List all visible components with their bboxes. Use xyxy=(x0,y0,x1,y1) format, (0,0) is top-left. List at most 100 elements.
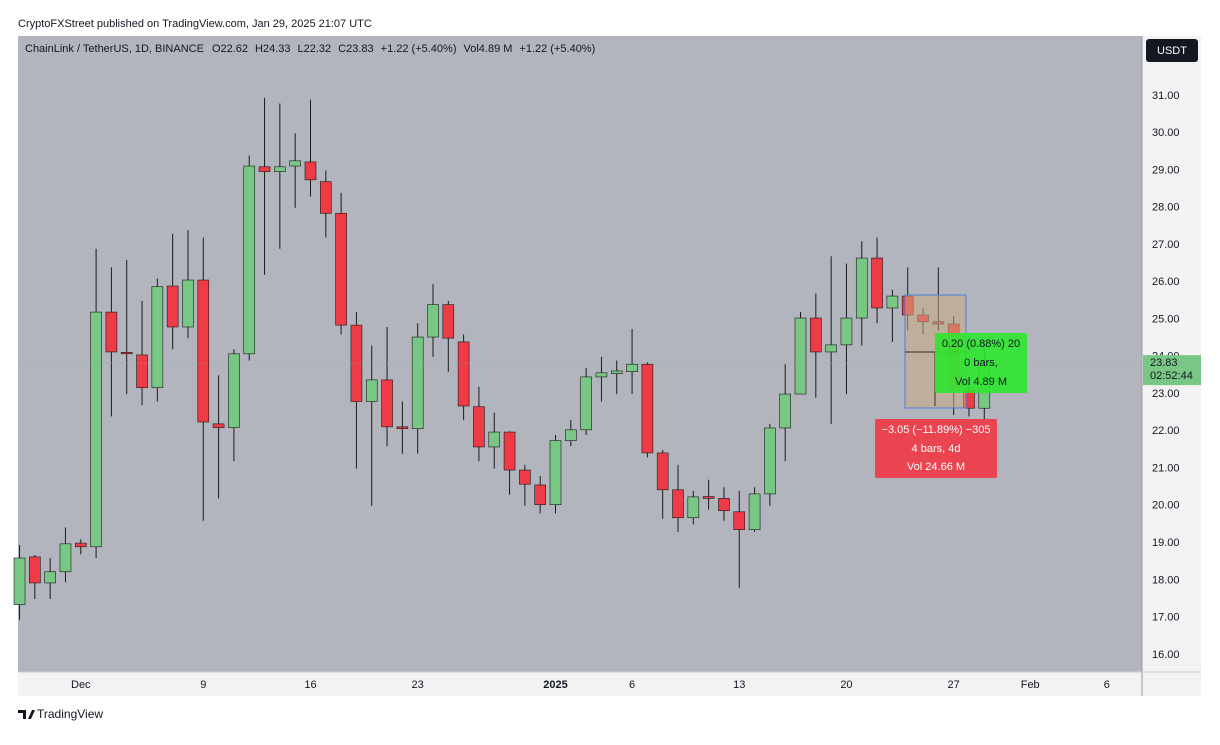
x-tick-label: 20 xyxy=(840,679,852,691)
legend-item: +1.22 (+5.40%) xyxy=(519,43,595,55)
candle-body xyxy=(656,452,669,491)
candle-body xyxy=(197,279,210,423)
x-tick-label: 16 xyxy=(304,679,316,691)
legend-item: L22.32 xyxy=(298,43,332,55)
candle-body xyxy=(534,484,546,506)
candle-body xyxy=(243,165,256,355)
candle-body xyxy=(641,363,654,454)
y-tick-label: 18.00 xyxy=(1152,574,1180,586)
logo-icon xyxy=(18,710,35,719)
candle-body xyxy=(503,431,516,471)
logo: TradingView xyxy=(18,707,103,721)
candle-body xyxy=(626,363,638,372)
candle-body xyxy=(549,440,562,506)
candle-body xyxy=(29,556,41,584)
candle-body xyxy=(74,542,87,548)
candle-body xyxy=(427,304,439,338)
candle-body xyxy=(90,311,102,548)
y-tick-label: 17.00 xyxy=(1152,612,1180,624)
x-tick-label: 27 xyxy=(948,679,960,691)
x-tick-label: 6 xyxy=(1104,679,1110,691)
legend-symbol: ChainLink / TetherUS, 1D, BINANCE xyxy=(25,43,204,55)
candle-body xyxy=(350,324,363,402)
candle-body xyxy=(488,431,501,448)
y-tick-label: 19.00 xyxy=(1152,537,1180,549)
x-tick-label: 6 xyxy=(629,679,635,691)
legend-item: +1.22 (+5.40%) xyxy=(381,43,457,55)
x-tick-label: 9 xyxy=(200,679,206,691)
candle-body xyxy=(212,423,225,428)
y-tick-label: 25.00 xyxy=(1152,313,1180,325)
measure-tool: 0.20 (0.88%) 20 0 bars, Vol 4.89 M −3.05… xyxy=(875,294,1027,478)
candle-body xyxy=(580,376,592,431)
candle-body xyxy=(304,161,317,181)
candle-body xyxy=(595,372,608,378)
candle-body xyxy=(120,352,133,355)
candle-body xyxy=(733,511,746,530)
candle-body xyxy=(274,166,286,172)
y-tick-label: 27.00 xyxy=(1152,239,1180,251)
candle-body xyxy=(871,257,883,309)
candle-body xyxy=(794,317,807,395)
y-tick-label: 22.00 xyxy=(1152,425,1180,437)
x-tick-label: Dec xyxy=(71,679,91,691)
candle-body xyxy=(610,370,623,374)
candle-body xyxy=(136,354,148,389)
candle-body xyxy=(718,498,730,511)
footer: TradingView xyxy=(37,707,103,721)
candle-body xyxy=(44,571,56,584)
x-tick-label: Feb xyxy=(1021,679,1040,691)
price-marker-box xyxy=(1143,355,1201,386)
candle-body xyxy=(411,336,424,430)
candle-body xyxy=(289,160,301,167)
candle-body xyxy=(473,406,485,448)
x-tick-label: 23 xyxy=(412,679,424,691)
legend-item: Vol4.89 M xyxy=(464,43,513,55)
candle-body xyxy=(687,496,700,519)
candle-body xyxy=(182,279,194,328)
candle-body xyxy=(565,429,577,441)
currency-label[interactable]: USDT xyxy=(1157,45,1187,57)
header: CryptoFXStreet published on TradingView.… xyxy=(18,18,372,30)
y-tick-label: 16.00 xyxy=(1152,649,1180,661)
y-tick-label: 23.00 xyxy=(1152,388,1180,400)
candle-body xyxy=(319,181,332,214)
candle-body xyxy=(166,285,179,328)
y-tick-label: 31.00 xyxy=(1152,90,1180,102)
candle-body xyxy=(519,469,531,485)
candle-body xyxy=(886,295,899,309)
measure-up-box xyxy=(935,333,1027,393)
measure-down-box xyxy=(875,419,997,478)
y-tick-label: 26.00 xyxy=(1152,276,1180,288)
candle-body xyxy=(764,427,776,495)
candle-body xyxy=(228,353,240,428)
price-marker-countdown: 02:52:44 xyxy=(1150,370,1193,382)
candle-body xyxy=(105,311,118,353)
candle-body xyxy=(672,489,684,519)
currency-button[interactable] xyxy=(1146,39,1198,62)
legend-item: C23.83 xyxy=(338,43,373,55)
candle-body xyxy=(396,426,409,430)
y-tick-label: 20.00 xyxy=(1152,500,1180,512)
candle-body xyxy=(779,393,791,429)
candle-body xyxy=(748,493,761,530)
legend-item: H24.33 xyxy=(255,43,290,55)
candle-body xyxy=(810,317,822,353)
measure-down-text: 4 bars, 4d xyxy=(912,443,961,455)
candle-body xyxy=(855,257,868,319)
legend-item: O22.62 xyxy=(212,43,248,55)
measure-down-text: Vol 24.66 M xyxy=(907,461,965,473)
candle-body xyxy=(335,213,347,326)
measure-up-text: Vol 4.89 M xyxy=(955,376,1007,388)
y-tick-label: 30.00 xyxy=(1152,127,1180,139)
candle-body xyxy=(457,341,470,407)
candle-body xyxy=(258,166,271,172)
candle-body xyxy=(13,557,26,605)
time-axis-bg xyxy=(18,672,1142,696)
candle-body xyxy=(151,286,164,389)
price-marker-label: 23.83 xyxy=(1150,357,1178,369)
measure-up-text: 0.20 (0.88%) 20 xyxy=(942,338,1020,350)
candle-body xyxy=(59,543,72,573)
legend: ChainLink / TetherUS, 1D, BINANCE O22.62 H… xyxy=(25,43,595,55)
